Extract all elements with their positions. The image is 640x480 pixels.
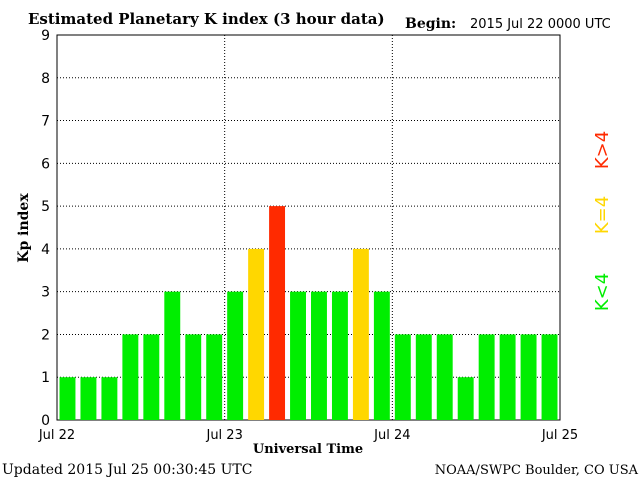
x-tick-labels: Jul 22 Jul 23 Jul 24 Jul 25 (38, 428, 578, 443)
y-tick-label: 6 (41, 156, 50, 172)
x-tick-label: Jul 24 (373, 428, 410, 443)
kp-bar (457, 377, 474, 420)
y-axis-label: Kp index (16, 193, 32, 263)
kp-bar (248, 248, 265, 420)
kp-bar (269, 206, 286, 420)
y-tick-labels: 0 1 2 3 4 5 6 7 8 9 (41, 28, 50, 429)
x-tick-label: Jul 23 (205, 428, 242, 443)
begin-value: 2015 Jul 22 0000 UTC (470, 17, 611, 32)
kp-bar (206, 334, 223, 420)
y-tick-label: 7 (41, 114, 50, 130)
y-tick-label: 5 (41, 199, 50, 215)
legend-low: K<4 (592, 273, 613, 311)
kp-bar (164, 291, 181, 420)
chart-title: Estimated Planetary K index (3 hour data… (28, 10, 385, 28)
kp-bar (122, 334, 139, 420)
y-tick-label: 8 (41, 71, 50, 87)
y-tick-label: 9 (41, 28, 50, 44)
kp-bar (80, 377, 97, 420)
plot-area (56, 34, 561, 421)
kp-bar (227, 291, 244, 420)
y-tick-label: 1 (41, 370, 50, 386)
kp-bar (311, 291, 327, 420)
legend-mid: K=4 (592, 196, 613, 234)
kp-bar (352, 248, 369, 420)
y-tick-label: 3 (41, 285, 50, 301)
x-tick-label: Jul 25 (541, 428, 578, 443)
bars-group (59, 206, 558, 420)
source-text: NOAA/SWPC Boulder, CO USA (435, 463, 639, 478)
x-tick-label: Jul 22 (38, 428, 75, 443)
legend-high: K>4 (592, 131, 613, 169)
kp-bar (59, 377, 76, 420)
grid-lines (57, 35, 560, 420)
kp-bar (143, 334, 160, 420)
kp-bar (185, 334, 202, 420)
kp-bar (394, 334, 411, 420)
kp-bar (541, 334, 558, 420)
kp-bar (101, 377, 118, 420)
kp-bar (520, 334, 537, 420)
begin-label: Begin: (405, 16, 456, 32)
kp-bar (290, 291, 306, 420)
kp-bar (478, 334, 495, 420)
y-tick-label: 4 (41, 242, 50, 258)
kp-bar (499, 334, 516, 420)
kp-bar (331, 291, 348, 420)
kp-bar (373, 291, 390, 420)
updated-text: Updated 2015 Jul 25 00:30:45 UTC (2, 462, 252, 478)
kp-bar (436, 334, 453, 420)
y-tick-label: 0 (41, 413, 50, 429)
kp-bar (415, 334, 432, 420)
y-tick-label: 2 (41, 327, 50, 343)
x-axis-label: Universal Time (253, 442, 363, 457)
